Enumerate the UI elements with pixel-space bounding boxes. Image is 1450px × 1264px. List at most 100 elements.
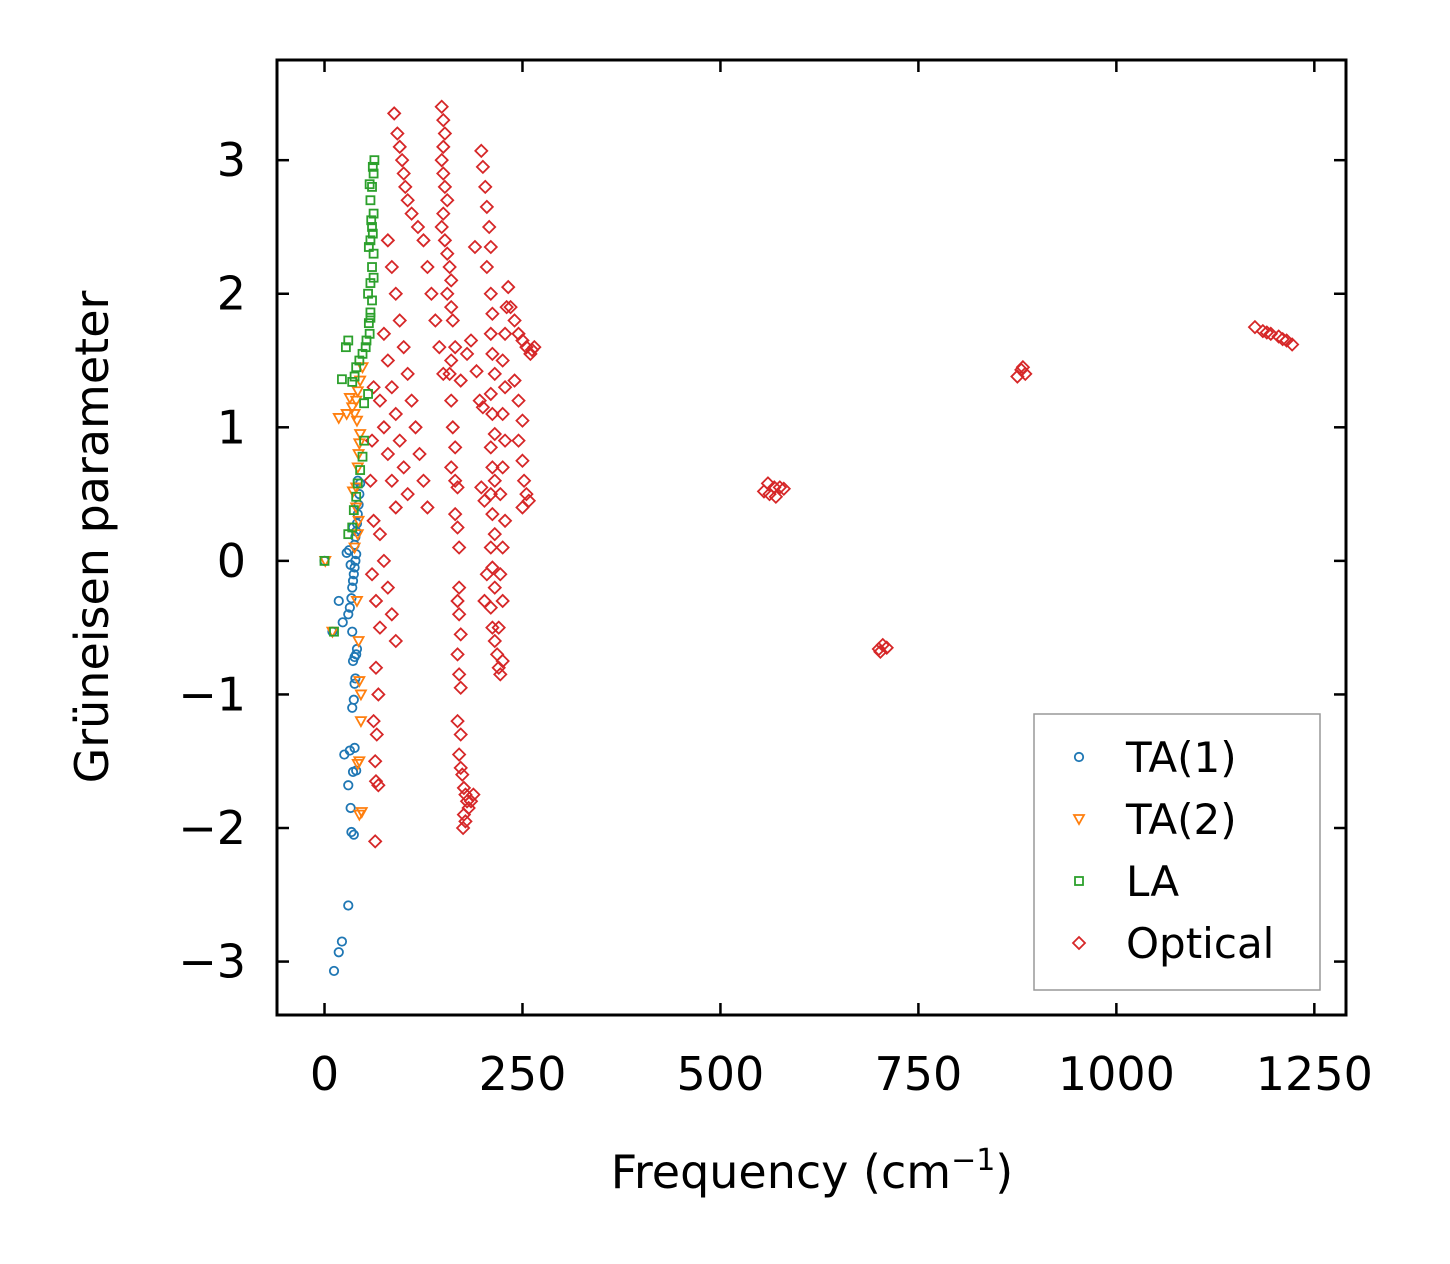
data-point [347, 376, 358, 387]
data-point [380, 353, 396, 368]
data-point [343, 900, 354, 911]
data-point [371, 777, 386, 793]
data-point [333, 947, 344, 958]
data-point [359, 398, 370, 409]
data-point [485, 406, 500, 422]
x-tick-label: 750 [874, 1047, 962, 1101]
data-point [368, 593, 384, 609]
data-point [364, 179, 375, 190]
data-point [380, 233, 396, 248]
y-tick-label: 3 [217, 133, 246, 187]
data-point [363, 242, 374, 252]
data-point [451, 540, 467, 555]
data-point [404, 393, 419, 408]
data-point [503, 299, 518, 315]
data-point [396, 166, 411, 181]
x-axis-title: Frequency (cm−1) [611, 1143, 1014, 1199]
data-point [481, 219, 497, 235]
data-point [354, 689, 368, 702]
data-point [1279, 333, 1294, 348]
data-point [511, 326, 526, 342]
data-point [388, 286, 404, 302]
data-point [348, 694, 359, 705]
data-point [352, 756, 366, 769]
data-point [332, 413, 346, 425]
data-point [394, 152, 410, 168]
data-point [340, 342, 351, 353]
legend-marker [1074, 876, 1084, 886]
data-point [875, 637, 891, 653]
data-point [437, 179, 453, 195]
data-point [495, 406, 510, 422]
data-point [386, 106, 402, 121]
data-point [364, 328, 375, 339]
data-point [363, 318, 374, 329]
data-point [443, 273, 459, 288]
data-point [380, 580, 396, 595]
data-point [343, 393, 357, 405]
data-point [516, 473, 532, 489]
data-point [497, 326, 513, 342]
data-point [485, 346, 500, 362]
data-point [1275, 331, 1290, 347]
data-point [493, 486, 508, 502]
data-point [1010, 369, 1025, 384]
data-point [367, 262, 377, 272]
data-point [347, 582, 358, 593]
data-point [515, 333, 530, 348]
data-point [1259, 325, 1275, 340]
data-point [388, 633, 404, 649]
data-point [500, 279, 516, 295]
data-point [499, 299, 514, 315]
data-point [390, 126, 405, 141]
data-point [485, 506, 500, 522]
data-point [483, 286, 499, 302]
series-LA [319, 155, 380, 637]
data-point [439, 286, 455, 302]
data-point [352, 515, 366, 528]
data-point [447, 440, 463, 455]
data-point [463, 333, 479, 348]
data-point [451, 607, 467, 622]
data-point [384, 259, 400, 275]
data-point [349, 371, 360, 382]
data-point [400, 192, 415, 208]
data-point [436, 166, 451, 181]
data-point [365, 307, 376, 318]
x-tick-label: 250 [479, 1047, 567, 1101]
data-point [443, 353, 459, 368]
data-point [450, 593, 465, 609]
legend-marker [1073, 751, 1085, 763]
data-point [479, 199, 495, 215]
data-point [388, 406, 404, 422]
data-point [483, 440, 499, 455]
data-point [368, 660, 384, 676]
data-point [453, 373, 468, 388]
data-point [487, 580, 503, 595]
data-point [351, 643, 363, 655]
data-point [450, 480, 465, 495]
data-point [432, 339, 447, 355]
data-point [351, 491, 362, 502]
data-point [455, 767, 470, 782]
data-point [443, 460, 459, 475]
data-point [497, 379, 513, 395]
data-point [487, 366, 503, 382]
data-point [447, 506, 463, 522]
data-point [392, 313, 408, 328]
data-point [434, 219, 449, 235]
x-axis-title-main: Frequency (cm [611, 1145, 951, 1199]
data-point [345, 402, 359, 415]
data-point [515, 413, 530, 428]
data-point [347, 575, 359, 587]
y-axis-title: Grüneisen parameter [65, 290, 119, 783]
data-point [355, 807, 369, 819]
data-point [350, 596, 364, 608]
series-TA(1) [319, 475, 366, 977]
plot-frame [275, 58, 1348, 1017]
data-point [483, 386, 499, 402]
data-point [485, 620, 500, 635]
data-point [319, 555, 330, 566]
data-point [384, 607, 400, 622]
data-point [346, 593, 357, 604]
